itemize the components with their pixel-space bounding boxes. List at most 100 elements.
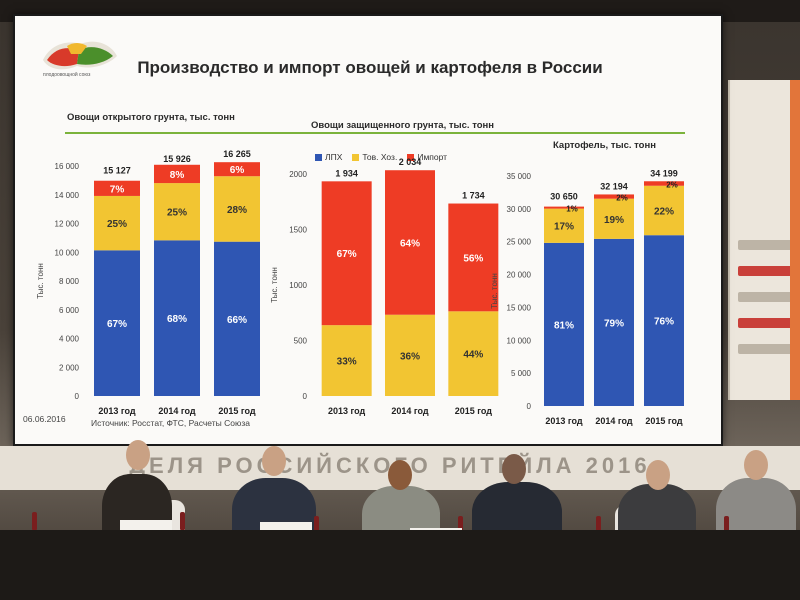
y-tick-label: 0 — [303, 392, 308, 401]
y-axis-label: Тыс. тонн — [36, 263, 45, 299]
bar-data-label: 25% — [167, 208, 187, 219]
bar-data-label: 81% — [554, 320, 574, 331]
slide-title: Производство и импорт овощей и картофеля… — [137, 58, 603, 77]
x-tick-label: 2015 год — [455, 406, 493, 416]
x-tick-label: 2014 год — [595, 416, 633, 426]
x-tick-label: 2013 год — [328, 406, 366, 416]
panelist-head — [502, 454, 526, 484]
bar-segment — [644, 185, 684, 236]
y-tick-label: 14 000 — [55, 191, 80, 200]
x-tick-label: 2013 год — [98, 406, 136, 416]
bar-total-label: 32 194 — [600, 181, 628, 191]
y-tick-label: 500 — [294, 337, 308, 346]
union-logo — [43, 41, 117, 70]
y-tick-label: 25 000 — [507, 238, 532, 247]
bar-segment — [94, 250, 140, 396]
chart-title-potato: Картофель, тыс. тонн — [553, 140, 656, 151]
x-tick-label: 2014 год — [158, 406, 196, 416]
water-bottle — [32, 512, 37, 530]
bar-segment — [154, 164, 200, 184]
bar-total-label: 1 734 — [462, 191, 485, 201]
y-tick-label: 0 — [527, 402, 532, 411]
bar-data-label: 56% — [463, 253, 483, 264]
sponsor-stripe — [790, 80, 800, 400]
chart-title-greenhouse: Овощи защищенного грунта, тыс. тонн — [311, 120, 494, 131]
bar-data-label: 2% — [666, 181, 678, 190]
y-tick-label: 1500 — [289, 226, 307, 235]
bar-data-label: 67% — [107, 319, 127, 330]
bar-segment — [594, 198, 634, 239]
y-tick-label: 5 000 — [511, 369, 532, 378]
panel-table — [0, 530, 800, 600]
bar-segment — [544, 208, 584, 243]
water-bottle — [180, 512, 185, 530]
sponsor-logo — [738, 240, 796, 250]
bar-data-label: 22% — [654, 206, 674, 217]
bar-total-label: 16 265 — [223, 149, 251, 159]
legend-label: Тов. Хоз. — [362, 152, 398, 162]
legend-item: Импорт — [407, 152, 447, 162]
sponsor-logo — [738, 318, 796, 328]
bar-data-label: 64% — [400, 238, 420, 249]
bar-data-label: 8% — [170, 170, 185, 181]
chart-title-open-ground: Овощи открытого грунта, тыс. тонн — [67, 112, 235, 123]
bar-data-label: 19% — [604, 215, 624, 226]
bar-total-label: 1 934 — [335, 168, 358, 178]
panelist-head — [646, 460, 670, 490]
x-tick-label: 2013 год — [545, 416, 583, 426]
bar-data-label: 7% — [110, 184, 125, 195]
x-tick-label: 2015 год — [645, 416, 683, 426]
bar-data-label: 44% — [463, 350, 483, 361]
bar-data-label: 25% — [107, 219, 127, 230]
bar-total-label: 34 199 — [650, 168, 678, 178]
bar-data-label: 17% — [554, 222, 574, 233]
legend-label: ЛПХ — [325, 152, 343, 162]
y-tick-label: 2000 — [289, 170, 307, 179]
y-tick-label: 8 000 — [59, 277, 80, 286]
bar-segment — [594, 238, 634, 406]
bar-data-label: 76% — [654, 317, 674, 328]
y-tick-label: 1000 — [289, 281, 307, 290]
bar-segment — [94, 180, 140, 196]
bar-segment — [385, 314, 435, 396]
event-banner-text: ДЕЛЯ РОССИЙСКОГО РИТЕЙЛА 2016 — [129, 453, 651, 478]
logo-caption: плодоовощной союз — [43, 72, 91, 78]
y-tick-label: 20 000 — [507, 271, 532, 280]
bar-data-label: 2% — [616, 194, 628, 203]
panelist-head — [262, 446, 286, 476]
bar-total-label: 15 926 — [163, 154, 191, 164]
legend-swatch — [315, 153, 322, 161]
x-tick-label: 2015 год — [218, 406, 256, 416]
y-tick-label: 30 000 — [507, 205, 532, 214]
bar-total-label: 30 650 — [550, 192, 578, 202]
projection-screen: плодоовощной союз Производство и импорт … — [13, 14, 723, 446]
bar-data-label: 28% — [227, 205, 247, 216]
y-tick-label: 6 000 — [59, 306, 80, 315]
bar-data-label: 6% — [230, 165, 245, 176]
bar-segment — [214, 241, 260, 396]
sponsor-logo — [738, 292, 796, 302]
slide-date: 06.06.2016 — [23, 414, 66, 424]
y-tick-label: 35 000 — [507, 172, 532, 181]
x-tick-label: 2014 год — [391, 406, 429, 416]
title-divider — [65, 132, 685, 134]
bar-segment — [321, 181, 372, 326]
y-axis-label: Тыс. тонн — [270, 267, 279, 303]
legend-label: Импорт — [417, 152, 448, 162]
bar-segment — [644, 181, 684, 186]
bar-segment — [544, 242, 584, 406]
y-tick-label: 12 000 — [55, 220, 80, 229]
y-tick-label: 2 000 — [59, 363, 80, 372]
bar-segment — [214, 176, 260, 242]
slide-source: Источник: Росстат, ФТС, Расчеты Союза — [91, 418, 250, 428]
bar-segment — [321, 325, 372, 396]
legend-item: Тов. Хоз. — [352, 152, 397, 162]
legend: ЛПХ Тов. Хоз. Импорт — [315, 152, 447, 162]
y-tick-label: 15 000 — [507, 303, 532, 312]
water-bottle — [724, 516, 729, 534]
bar-data-label: 36% — [400, 351, 420, 362]
sponsor-panel — [728, 80, 800, 400]
legend-swatch — [407, 153, 415, 161]
bar-segment — [214, 162, 260, 177]
y-tick-label: 16 000 — [55, 162, 80, 171]
